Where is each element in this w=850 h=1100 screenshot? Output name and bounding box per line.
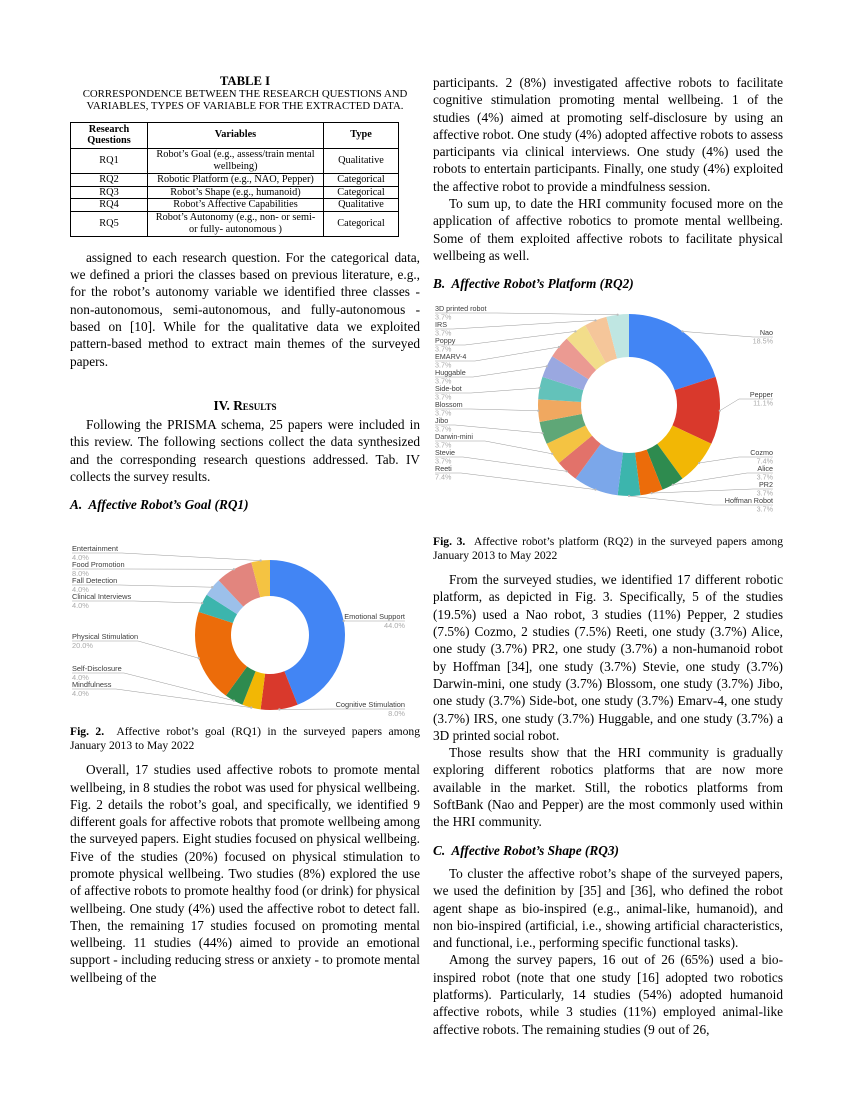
svg-text:44.0%: 44.0% [384, 621, 405, 630]
svg-text:Cognitive Stimulation: Cognitive Stimulation [336, 700, 405, 709]
svg-text:20.0%: 20.0% [72, 641, 93, 650]
svg-text:11.1%: 11.1% [753, 398, 773, 407]
svg-text:Mindfulness: Mindfulness [72, 680, 112, 689]
svg-text:Entertainment: Entertainment [72, 544, 118, 553]
svg-text:4.0%: 4.0% [72, 601, 89, 610]
svg-text:8.0%: 8.0% [388, 709, 405, 718]
svg-text:4.0%: 4.0% [72, 689, 89, 698]
svg-text:Fall Detection: Fall Detection [72, 576, 117, 585]
svg-text:7.4%: 7.4% [435, 472, 452, 481]
svg-text:3.7%: 3.7% [757, 504, 774, 513]
svg-text:18.5%: 18.5% [753, 336, 774, 345]
svg-text:Self-Disclosure: Self-Disclosure [72, 664, 122, 673]
svg-text:Physical Stimulation: Physical Stimulation [72, 632, 138, 641]
svg-text:Clinical Interviews: Clinical Interviews [72, 592, 131, 601]
svg-text:Food Promotion: Food Promotion [72, 560, 125, 569]
svg-text:Emotional Support: Emotional Support [344, 612, 405, 621]
